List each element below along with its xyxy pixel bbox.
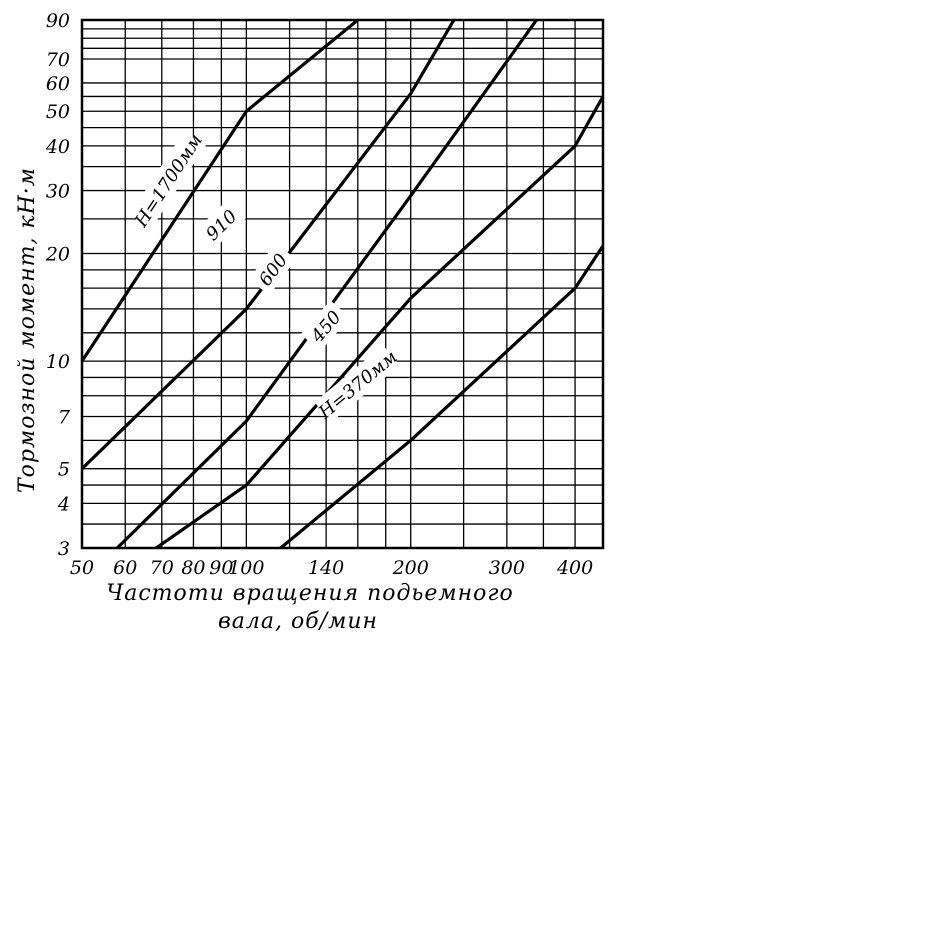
x-tick-label: 100 [228, 557, 264, 579]
plot-frame [80, 18, 605, 550]
x-tick-label: 400 [556, 557, 593, 579]
y-tick-label: 5 [58, 459, 70, 481]
series-line-3 [114, 20, 538, 548]
series-line-2 [82, 20, 456, 470]
curve-label-bg [195, 199, 246, 250]
x-tick-label: 80 [181, 557, 205, 579]
series-line-1 [82, 20, 359, 362]
y-tick-label: 7 [58, 406, 71, 428]
y-tick-label: 90 [46, 10, 70, 32]
y-tick-label: 4 [57, 493, 70, 515]
series-group [82, 20, 603, 548]
y-tick-label: 70 [46, 49, 70, 71]
curve-label-5: H=370мм [314, 345, 401, 424]
y-axis-title: Тормозной момент, кН·м [15, 167, 40, 493]
curve-label-bg [300, 300, 350, 352]
y-tick-label: 3 [58, 538, 70, 560]
x-tick-label: 50 [70, 557, 94, 579]
x-tick-label: 140 [308, 557, 344, 579]
grid [80, 18, 605, 550]
y-tick-label: 30 [46, 181, 70, 203]
x-tick-label: 300 [489, 557, 525, 579]
x-axis-title-line2: вала, об/мин [218, 609, 378, 634]
curve-label-1: H=1700мм [129, 131, 207, 232]
x-tick-label: 70 [150, 557, 174, 579]
y-tick-label: 40 [45, 136, 70, 158]
y-tick-label: 20 [45, 243, 70, 265]
y-tick-label: 50 [46, 101, 70, 123]
curve-label-bg [314, 345, 400, 423]
x-tick-label: 60 [113, 557, 137, 579]
x-tick-label: 90 [209, 557, 233, 579]
curve-label-4: 450 [300, 300, 350, 352]
series-line-4 [153, 95, 603, 548]
y-tick-label: 60 [46, 73, 70, 95]
series-line-5 [278, 245, 603, 548]
x-tick-label: 200 [392, 557, 429, 579]
curve-label-bg [248, 243, 297, 296]
x-axis-title: Частоти вращения подьемного [106, 581, 514, 606]
y-tick-label: 10 [46, 351, 70, 373]
curve-label-2: 910 [195, 199, 246, 250]
curve-label-bg [129, 131, 206, 229]
